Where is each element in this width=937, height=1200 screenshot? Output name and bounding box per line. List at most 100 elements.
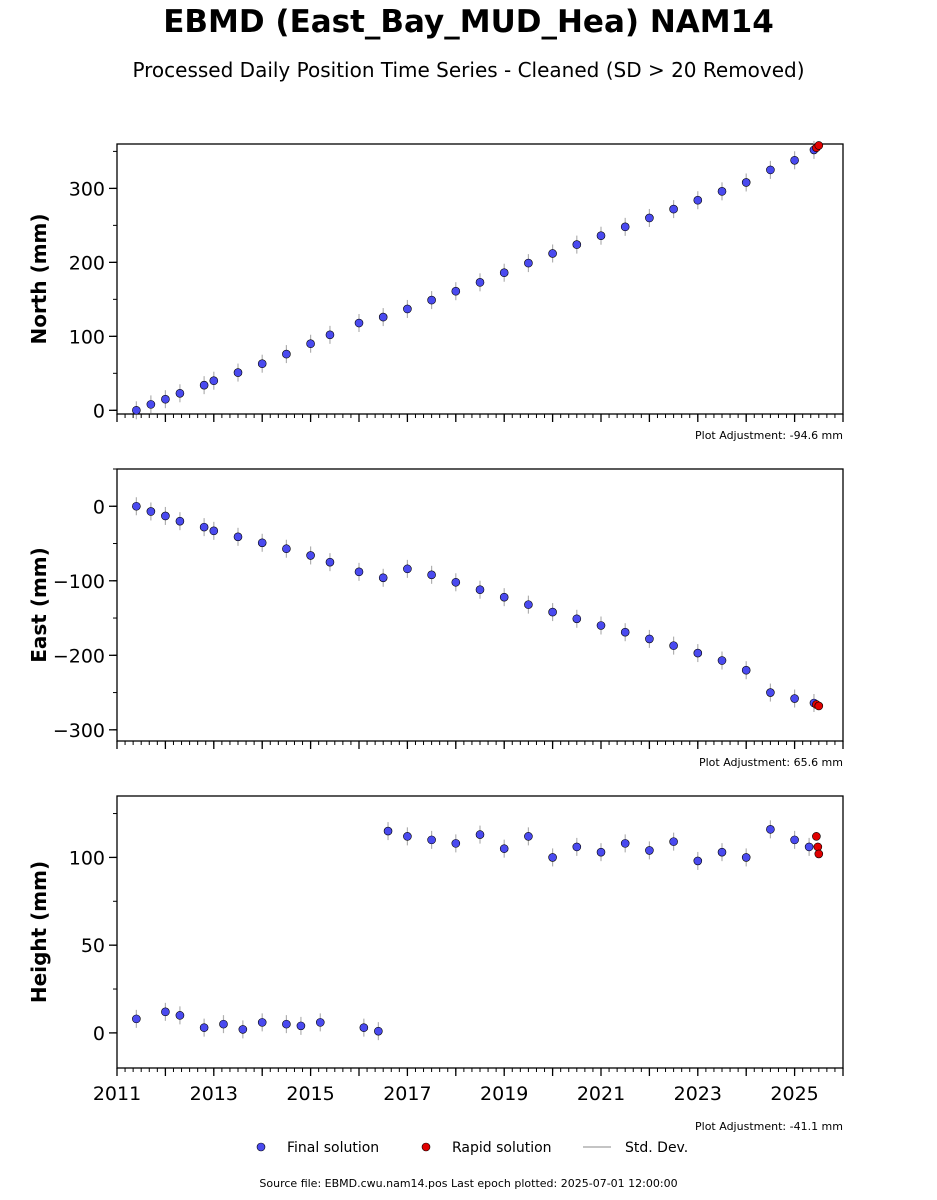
final-solution-point <box>282 1019 291 1029</box>
final-solution-point <box>146 400 156 409</box>
final-solution-point <box>596 847 606 857</box>
final-solution-point <box>548 249 557 258</box>
y-tick-label: −100 <box>53 571 105 593</box>
final-solution-point <box>596 231 606 241</box>
final-solution-point <box>219 1019 228 1029</box>
legend-final-marker <box>256 1142 266 1152</box>
legend-rapid-label: Rapid solution <box>452 1140 552 1156</box>
final-solution-point <box>499 592 509 602</box>
final-solution-point <box>620 222 630 232</box>
x-tick-label: 2013 <box>190 1083 238 1105</box>
y-tick-label: 100 <box>69 847 105 869</box>
final-solution-point <box>645 213 654 223</box>
legend: Final solution Rapid solution Std. Dev. <box>256 1140 688 1156</box>
final-solution-point <box>645 634 654 644</box>
plot-frame <box>116 468 844 742</box>
height-panel: 0 50 100 2011 2013 2015 2017 2019 2021 2023 2025 He… <box>27 795 844 1133</box>
final-solution-point <box>209 376 219 386</box>
x-tick-label: 2023 <box>674 1083 722 1105</box>
final-solution-point <box>233 532 243 542</box>
final-solution-point <box>717 656 727 665</box>
source-file-note: Source file: EBMD.cwu.nam14.pos Last epo… <box>259 1177 678 1190</box>
final-solution-point <box>524 258 533 268</box>
final-solution-point <box>282 544 291 554</box>
final-solution-point <box>325 557 335 567</box>
y-tick-label: 100 <box>69 326 105 348</box>
final-solution-point <box>427 295 436 305</box>
final-solution-point <box>548 853 557 862</box>
final-solution-point <box>451 839 461 848</box>
final-solution-point <box>499 844 509 853</box>
y-axis-title: Height (mm) <box>27 861 51 1003</box>
final-solution-point <box>790 155 799 165</box>
plot-adjustment-note: Plot Adjustment: -94.6 mm <box>695 429 843 442</box>
legend-final-label: Final solution <box>287 1140 379 1156</box>
final-solution-point <box>475 585 485 595</box>
final-solution-point <box>315 1018 325 1027</box>
final-solution-point <box>325 330 335 340</box>
east-panel: 0 −100 −200 −300 East (mm) Plot Adjustment: 6… <box>27 468 844 769</box>
final-solution-point <box>306 551 315 560</box>
final-solution-point <box>717 187 727 196</box>
final-solution-point <box>209 526 219 536</box>
final-solution-point <box>296 1021 306 1031</box>
final-solution-point <box>378 312 388 322</box>
x-tick-label: 2025 <box>770 1083 818 1105</box>
final-solution-point <box>548 607 557 617</box>
final-solution-point <box>257 538 267 548</box>
final-solution-point <box>175 1011 185 1020</box>
chart-title: EBMD (East_Bay_MUD_Hea) NAM14 <box>163 4 774 40</box>
final-solution-point <box>378 573 388 583</box>
x-tick-label: 2019 <box>480 1083 528 1105</box>
final-solution-point <box>572 614 582 624</box>
x-tick-label: 2015 <box>286 1083 334 1105</box>
final-solution-point <box>257 1018 267 1027</box>
final-solution-point <box>199 1023 209 1032</box>
final-solution-point <box>669 641 678 650</box>
final-solution-point <box>451 286 461 296</box>
final-solution-point <box>620 839 630 848</box>
final-solution-point <box>451 577 461 587</box>
rapid-solution-point <box>813 842 823 852</box>
final-solution-point <box>645 846 654 855</box>
y-tick-label: 0 <box>93 1023 105 1045</box>
final-solution-point <box>282 349 291 359</box>
final-solution-point <box>233 368 243 377</box>
legend-std-label: Std. Dev. <box>625 1140 688 1156</box>
final-solution-point <box>403 832 412 841</box>
final-solution-point <box>374 1026 383 1036</box>
final-solution-point <box>620 627 630 637</box>
final-solution-point <box>475 830 485 839</box>
x-tick-label: 2011 <box>93 1083 141 1105</box>
final-solution-point <box>427 835 436 845</box>
final-solution-point <box>741 178 751 187</box>
final-solution-point <box>669 837 678 846</box>
chart-subtitle: Processed Daily Position Time Series - C… <box>132 58 805 82</box>
final-solution-point <box>132 501 141 511</box>
x-tick-label: 2017 <box>383 1083 431 1105</box>
y-tick-label: 300 <box>69 178 105 200</box>
final-solution-point <box>359 1023 369 1032</box>
final-solution-point <box>790 694 799 703</box>
final-solution-point <box>383 826 393 836</box>
final-solution-point <box>741 665 751 675</box>
final-solution-point <box>146 507 156 516</box>
x-tick-label: 2021 <box>577 1083 625 1105</box>
final-solution-point <box>175 516 185 526</box>
y-tick-label: 50 <box>81 935 105 957</box>
final-solution-point <box>596 621 606 630</box>
final-solution-point <box>403 304 412 314</box>
y-tick-label: 0 <box>93 496 105 518</box>
final-solution-point <box>693 195 703 205</box>
final-solution-point <box>132 1014 141 1024</box>
rapid-solution-point <box>814 849 824 859</box>
final-solution-point <box>693 648 703 658</box>
rapid-solution-point <box>814 701 824 711</box>
final-solution-point <box>161 1007 170 1017</box>
final-solution-point <box>175 388 185 398</box>
final-solution-point <box>403 564 412 574</box>
final-solution-point <box>766 825 775 834</box>
final-solution-point <box>524 600 533 609</box>
legend-rapid-marker <box>421 1142 431 1152</box>
